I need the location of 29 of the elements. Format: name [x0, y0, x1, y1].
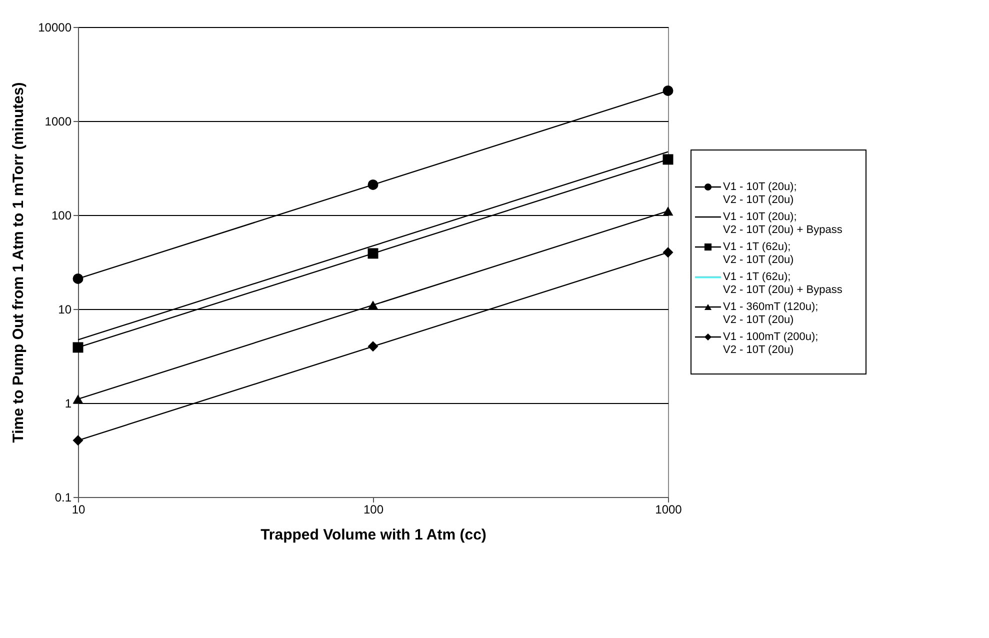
y-tick-label: 0.1 [54, 490, 72, 504]
y-axis-title: Time to Pump Out from 1 Atm to 1 mTorr (minutes) [10, 82, 28, 443]
legend-label: V1 - 1T (62u); V2 - 10T (20u) + Bypass [723, 271, 843, 296]
y-tick-label: 1000 [44, 114, 72, 128]
point [662, 206, 674, 216]
legend-label: V1 - 360mT (120u); V2 - 10T (20u) [723, 301, 818, 326]
x-tick-label: 10 [72, 502, 86, 516]
point [72, 394, 84, 404]
point [662, 154, 674, 165]
point [368, 179, 378, 190]
point [72, 342, 84, 353]
point [368, 300, 378, 310]
point [662, 85, 674, 96]
point [368, 248, 378, 259]
y-tick-label: 10000 [38, 20, 72, 34]
y-tick-label: 1 [64, 396, 72, 410]
legend-label: V1 - 10T (20u); V2 - 10T (20u) [723, 181, 797, 206]
x-axis-title: Trapped Volume with 1 Atm (cc) [260, 526, 486, 544]
point [662, 247, 674, 258]
point [72, 435, 84, 446]
legend-label: V1 - 10T (20u); V2 - 10T (20u) + Bypass [723, 211, 843, 236]
y-tick-label: 100 [51, 208, 72, 222]
point [368, 341, 378, 352]
y-tick-label: 10 [58, 302, 72, 316]
x-tick-label: 1000 [655, 502, 682, 516]
legend-label: V1 - 1T (62u); V2 - 10T (20u) [723, 241, 794, 266]
x-tick-label: 100 [363, 502, 384, 516]
point [72, 273, 84, 284]
legend-label: V1 - 100mT (200u); V2 - 10T (20u) [723, 331, 818, 356]
